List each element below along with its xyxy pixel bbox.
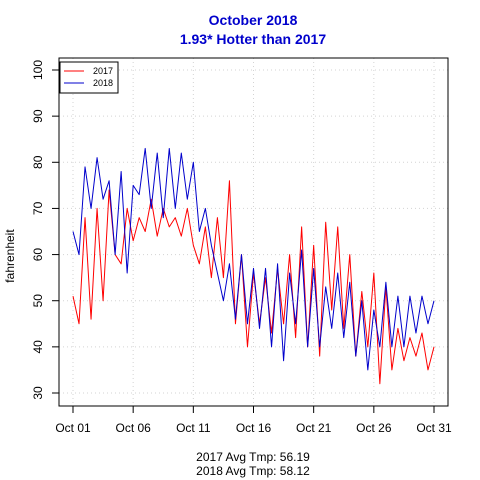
chart-subtitle: 1.93* Hotter than 2017 [180, 31, 326, 47]
y-tick-label: 40 [31, 340, 45, 354]
legend-box [59, 61, 119, 94]
x-tick-label: Oct 31 [416, 421, 452, 435]
y-axis: 30 40 50 60 70 80 90 100 [31, 60, 59, 400]
x-tick-label: Oct 01 [55, 421, 91, 435]
y-tick-label: 60 [31, 248, 45, 262]
chart-title: October 2018 [209, 12, 298, 28]
x-tick-label: Oct 06 [115, 421, 151, 435]
y-tick-label: 90 [31, 109, 45, 123]
y-tick-label: 100 [31, 60, 45, 80]
y-tick-label: 30 [31, 386, 45, 400]
y-tick-label: 80 [31, 155, 45, 169]
series-line-2018 [72, 147, 435, 371]
footer-avg-2017: 2017 Avg Tmp: 56.19 [196, 450, 310, 464]
series-layer [72, 147, 435, 385]
y-tick-label: 50 [31, 294, 45, 308]
x-tick-label: Oct 16 [236, 421, 272, 435]
legend: 2017 2018 [59, 61, 119, 94]
y-tick-label: 70 [31, 201, 45, 215]
footer-avg-2018: 2018 Avg Tmp: 58.12 [196, 464, 310, 478]
x-tick-label: Oct 21 [296, 421, 332, 435]
legend-label-2018: 2018 [93, 78, 113, 88]
x-tick-label: Oct 26 [356, 421, 392, 435]
grid [59, 58, 448, 406]
x-tick-label: Oct 11 [176, 421, 211, 435]
legend-label-2017: 2017 [93, 66, 113, 76]
y-axis-label: fahrenheit [3, 229, 17, 283]
x-axis: Oct 01 Oct 06 Oct 11 Oct 16 Oct 21 Oct 26 Oct … [55, 405, 452, 435]
